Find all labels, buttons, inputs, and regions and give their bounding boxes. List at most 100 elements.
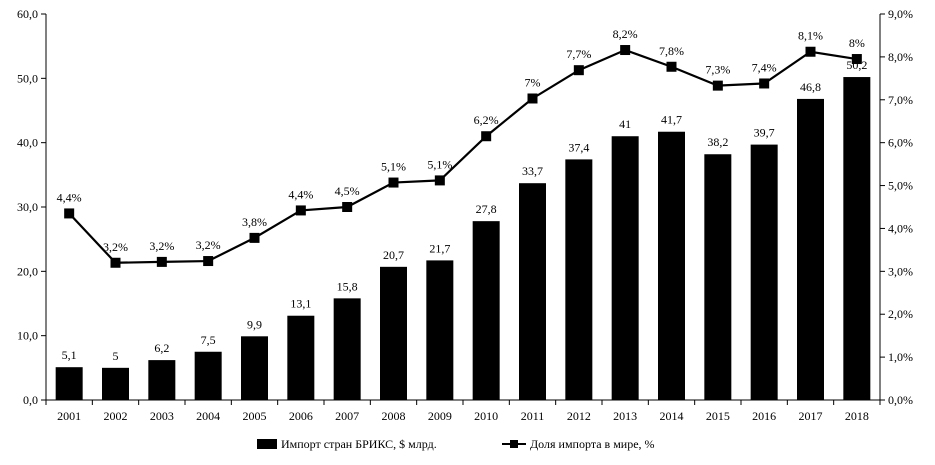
y-right-tick-label: 2,0%	[888, 307, 913, 321]
x-tick-label: 2003	[150, 409, 174, 423]
line-data-label: 8%	[849, 36, 865, 50]
line-marker	[481, 131, 492, 142]
y-right-tick-label: 4,0%	[888, 221, 913, 235]
line-marker	[666, 61, 677, 72]
line-marker	[295, 205, 306, 216]
y-right-tick-label: 6,0%	[888, 136, 913, 150]
bar	[426, 260, 454, 400]
x-tick-label: 2017	[799, 409, 823, 423]
x-tick-label: 2010	[474, 409, 498, 423]
line-marker	[620, 45, 631, 56]
bar-data-label: 50,2	[846, 58, 867, 72]
bar	[519, 183, 546, 400]
line-data-label: 7,4%	[752, 60, 777, 74]
x-tick-label: 2001	[57, 409, 81, 423]
x-tick-label: 2013	[613, 409, 637, 423]
line-marker	[156, 256, 167, 267]
bar-data-label: 39,7	[754, 126, 775, 140]
y-right-tick-label: 0,0%	[888, 393, 913, 407]
bar	[704, 154, 732, 400]
bar	[55, 367, 83, 400]
y-right-tick-label: 1,0%	[888, 350, 913, 364]
bar-data-label: 37,4	[568, 140, 589, 154]
bar-data-label: 38,2	[707, 135, 728, 149]
y-left-tick-label: 40,0	[17, 136, 38, 150]
line-marker	[249, 232, 260, 243]
x-tick-label: 2008	[382, 409, 406, 423]
y-left-tick-label: 10,0	[17, 329, 38, 343]
line-marker	[203, 256, 214, 267]
y-left-tick-label: 50,0	[17, 71, 38, 85]
bar	[565, 159, 593, 400]
line-data-label: 4,5%	[335, 184, 360, 198]
bar-data-label: 21,7	[429, 241, 450, 255]
x-tick-label: 2004	[196, 409, 220, 423]
line-data-label: 4,4%	[57, 190, 82, 204]
bar-data-label: 27,8	[476, 202, 497, 216]
x-tick-label: 2016	[752, 409, 776, 423]
y-right-tick-label: 5,0%	[888, 179, 913, 193]
y-left-tick-label: 30,0	[17, 200, 38, 214]
bar	[843, 77, 871, 401]
legend-line-label: Доля импорта в мире, %	[530, 437, 655, 451]
x-tick-label: 2014	[660, 409, 684, 423]
bar	[611, 136, 639, 400]
x-tick-label: 2011	[521, 409, 545, 423]
legend-line-marker	[510, 440, 518, 448]
x-tick-label: 2012	[567, 409, 591, 423]
line-data-label: 5,1%	[427, 157, 452, 171]
line-data-label: 3,8%	[242, 215, 267, 229]
y-right-tick-label: 3,0%	[888, 264, 913, 278]
x-tick-label: 2006	[289, 409, 313, 423]
y-right-tick-label: 7,0%	[888, 93, 913, 107]
bar	[472, 221, 500, 400]
line-marker	[759, 78, 770, 89]
line-data-label: 6,2%	[474, 113, 499, 127]
line-data-label: 8,2%	[613, 27, 638, 41]
bar-data-label: 7,5	[201, 333, 216, 347]
bar	[333, 298, 361, 400]
line-data-label: 7,7%	[566, 47, 591, 61]
line-data-label: 3,2%	[103, 240, 128, 254]
line-marker	[712, 80, 723, 91]
x-tick-label: 2018	[845, 409, 869, 423]
line-data-label: 5,1%	[381, 160, 406, 174]
bar-data-label: 41	[619, 117, 631, 131]
y-left-tick-label: 20,0	[17, 264, 38, 278]
bar-data-label: 5	[113, 349, 119, 363]
line-marker	[110, 257, 121, 268]
bar-data-label: 6,2	[154, 341, 169, 355]
bar	[241, 336, 268, 400]
line-data-label: 8,1%	[798, 29, 823, 43]
line-data-label: 7%	[525, 75, 541, 89]
bar	[287, 315, 315, 400]
legend: Импорт стран БРИКС, $ млрд. Доля импорта…	[257, 437, 655, 451]
bar-data-label: 13,1	[290, 297, 311, 311]
line-marker	[805, 46, 816, 57]
bar	[380, 266, 407, 400]
y-right-tick-label: 8,0%	[888, 50, 913, 64]
bar	[148, 360, 176, 400]
line-marker	[64, 208, 75, 219]
line-data-label: 7,3%	[705, 63, 730, 77]
legend-bar-swatch	[257, 439, 277, 449]
line-marker	[342, 202, 353, 212]
bar-data-label: 46,8	[800, 80, 821, 94]
legend-bar-label: Импорт стран БРИКС, $ млрд.	[281, 437, 437, 451]
line-marker	[434, 175, 445, 186]
line-data-label: 3,2%	[196, 238, 221, 252]
line-marker	[573, 65, 584, 76]
x-tick-label: 2007	[335, 409, 359, 423]
bar	[102, 367, 129, 400]
share-line	[68, 48, 858, 264]
line-marker	[527, 93, 538, 104]
bar-data-label: 41,7	[661, 113, 682, 127]
y-right-tick-label: 9,0%	[888, 7, 913, 21]
x-tick-label: 2009	[428, 409, 452, 423]
bar-data-label: 9,9	[247, 317, 262, 331]
x-tick-label: 2005	[243, 409, 267, 423]
line-data-label: 3,2%	[149, 239, 174, 253]
bar-data-label: 15,8	[337, 279, 358, 293]
bar-data-label: 33,7	[522, 164, 543, 178]
